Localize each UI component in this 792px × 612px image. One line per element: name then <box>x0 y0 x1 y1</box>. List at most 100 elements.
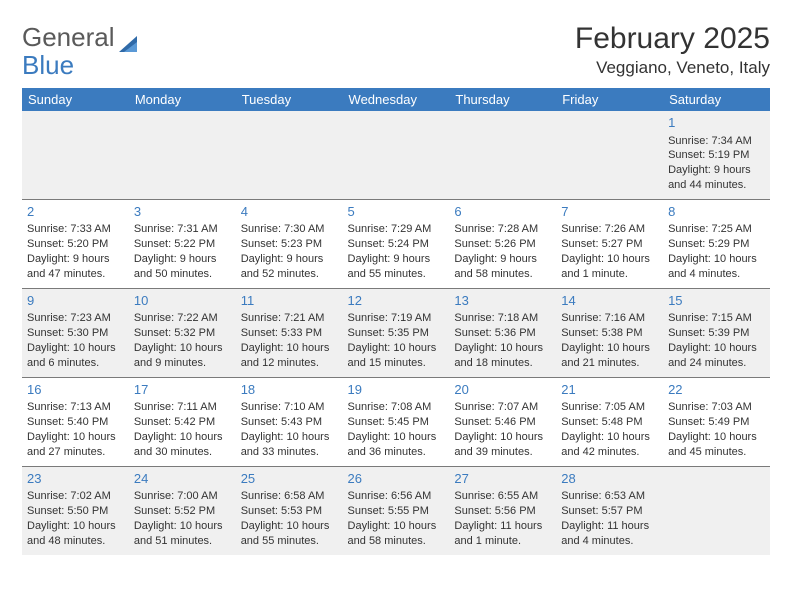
sunset-text: Sunset: 5:49 PM <box>668 415 765 430</box>
sunset-text: Sunset: 5:27 PM <box>561 237 658 252</box>
calendar-empty-cell <box>236 111 343 199</box>
calendar-week-row: 16Sunrise: 7:13 AMSunset: 5:40 PM Dayligh… <box>22 377 770 466</box>
calendar-day-cell: 21Sunrise: 7:05 AMSunset: 5:48 PMDayligh… <box>556 377 663 466</box>
day-number: 20 <box>454 381 551 399</box>
daylight-text: and 50 minutes. <box>134 267 231 282</box>
daylight-text: Daylight: 9 hours <box>134 252 231 267</box>
day-header: Monday <box>129 88 236 111</box>
daylight-text: and 45 minutes. <box>668 445 765 460</box>
daylight-text: and 12 minutes. <box>241 356 338 371</box>
daylight-text: and 4 minutes. <box>561 534 658 549</box>
calendar-day-cell: 15Sunrise: 7:15 AMSunset: 5:39 PMDayligh… <box>663 288 770 377</box>
day-number: 26 <box>348 470 445 488</box>
daylight-text: Daylight: 10 hours <box>241 341 338 356</box>
sunrise-text: Sunrise: 7:03 AM <box>668 400 765 415</box>
sunset-text: Sunset: 5:36 PM <box>454 326 551 341</box>
daylight-text: Daylight: 10 hours <box>561 430 658 445</box>
calendar-week-row: 23Sunrise: 7:02 AMSunset: 5:50 PMDayligh… <box>22 466 770 554</box>
sunrise-text: Sunrise: 7:31 AM <box>134 222 231 237</box>
day-number: 5 <box>348 203 445 221</box>
daylight-text: and 21 minutes. <box>561 356 658 371</box>
daylight-text: Daylight: 10 hours <box>454 341 551 356</box>
sunset-text: Sunset: 5:50 PM <box>27 504 124 519</box>
daylight-text: and 30 minutes. <box>134 445 231 460</box>
sunrise-text: Sunrise: 7:23 AM <box>27 311 124 326</box>
sunset-text: Sunset: 5:46 PM <box>454 415 551 430</box>
daylight-text: Daylight: 10 hours <box>668 252 765 267</box>
sunset-text: Sunset: 5:55 PM <box>348 504 445 519</box>
calendar-day-cell: 10Sunrise: 7:22 AMSunset: 5:32 PMDayligh… <box>129 288 236 377</box>
sunrise-text: Sunrise: 7:08 AM <box>348 400 445 415</box>
sunrise-text: Sunrise: 7:02 AM <box>27 489 124 504</box>
sunset-text: Sunset: 5:56 PM <box>454 504 551 519</box>
calendar-day-cell: 1Sunrise: 7:34 AMSunset: 5:19 PMDaylight… <box>663 111 770 199</box>
daylight-text: Daylight: 10 hours <box>668 430 765 445</box>
calendar-day-cell: 4Sunrise: 7:30 AMSunset: 5:23 PMDaylight… <box>236 199 343 288</box>
daylight-text: Daylight: 10 hours <box>134 519 231 534</box>
logo-word-1: General <box>22 24 115 50</box>
daylight-text: and 52 minutes. <box>241 267 338 282</box>
sunset-text: Sunset: 5:30 PM <box>27 326 124 341</box>
daylight-text: and 42 minutes. <box>561 445 658 460</box>
sunrise-text: Sunrise: 7:26 AM <box>561 222 658 237</box>
day-number: 22 <box>668 381 765 399</box>
title-block: February 2025 Veggiano, Veneto, Italy <box>575 22 770 78</box>
sunrise-text: Sunrise: 7:34 AM <box>668 134 765 149</box>
sunset-text: Sunset: 5:53 PM <box>241 504 338 519</box>
daylight-text: Daylight: 9 hours <box>454 252 551 267</box>
sunrise-text: Sunrise: 7:10 AM <box>241 400 338 415</box>
sunrise-text: Sunrise: 7:21 AM <box>241 311 338 326</box>
calendar-day-cell: 27Sunrise: 6:55 AMSunset: 5:56 PMDayligh… <box>449 466 556 554</box>
day-number: 27 <box>454 470 551 488</box>
sunrise-text: Sunrise: 7:33 AM <box>27 222 124 237</box>
daylight-text: and 48 minutes. <box>27 534 124 549</box>
sunset-text: Sunset: 5:40 PM <box>27 415 124 430</box>
sunset-text: Sunset: 5:43 PM <box>241 415 338 430</box>
sunset-text: Sunset: 5:24 PM <box>348 237 445 252</box>
calendar-empty-cell <box>343 111 450 199</box>
daylight-text: and 18 minutes. <box>454 356 551 371</box>
daylight-text: Daylight: 9 hours <box>348 252 445 267</box>
daylight-text: Daylight: 10 hours <box>454 430 551 445</box>
day-header: Thursday <box>449 88 556 111</box>
day-header: Tuesday <box>236 88 343 111</box>
day-header: Friday <box>556 88 663 111</box>
location: Veggiano, Veneto, Italy <box>575 58 770 78</box>
calendar-empty-cell <box>129 111 236 199</box>
daylight-text: Daylight: 9 hours <box>27 252 124 267</box>
sunrise-text: Sunrise: 7:13 AM <box>27 400 124 415</box>
sunset-text: Sunset: 5:32 PM <box>134 326 231 341</box>
daylight-text: and 47 minutes. <box>27 267 124 282</box>
sunrise-text: Sunrise: 6:58 AM <box>241 489 338 504</box>
day-number: 21 <box>561 381 658 399</box>
calendar-empty-cell <box>22 111 129 199</box>
calendar-day-cell: 17Sunrise: 7:11 AMSunset: 5:42 PMDayligh… <box>129 377 236 466</box>
daylight-text: Daylight: 9 hours <box>668 163 765 178</box>
day-number: 18 <box>241 381 338 399</box>
sunrise-text: Sunrise: 7:25 AM <box>668 222 765 237</box>
day-header: Sunday <box>22 88 129 111</box>
day-number: 3 <box>134 203 231 221</box>
day-header-row: SundayMondayTuesdayWednesdayThursdayFrid… <box>22 88 770 111</box>
calendar-day-cell: 3Sunrise: 7:31 AMSunset: 5:22 PMDaylight… <box>129 199 236 288</box>
sunrise-text: Sunrise: 7:29 AM <box>348 222 445 237</box>
calendar-day-cell: 9Sunrise: 7:23 AMSunset: 5:30 PMDaylight… <box>22 288 129 377</box>
day-number: 25 <box>241 470 338 488</box>
day-number: 24 <box>134 470 231 488</box>
daylight-text: Daylight: 10 hours <box>348 519 445 534</box>
daylight-text: Daylight: 10 hours <box>348 341 445 356</box>
daylight-text: and 24 minutes. <box>668 356 765 371</box>
day-number: 8 <box>668 203 765 221</box>
calendar-page: GeneralBlue February 2025 Veggiano, Vene… <box>0 0 792 573</box>
sunset-text: Sunset: 5:57 PM <box>561 504 658 519</box>
daylight-text: Daylight: 9 hours <box>241 252 338 267</box>
daylight-text: Daylight: 10 hours <box>134 341 231 356</box>
day-number: 2 <box>27 203 124 221</box>
calendar-day-cell: 26Sunrise: 6:56 AMSunset: 5:55 PMDayligh… <box>343 466 450 554</box>
calendar-day-cell: 14Sunrise: 7:16 AMSunset: 5:38 PMDayligh… <box>556 288 663 377</box>
day-number: 16 <box>27 381 124 399</box>
day-number: 11 <box>241 292 338 310</box>
sunrise-text: Sunrise: 7:28 AM <box>454 222 551 237</box>
day-number: 28 <box>561 470 658 488</box>
daylight-text: Daylight: 11 hours <box>454 519 551 534</box>
